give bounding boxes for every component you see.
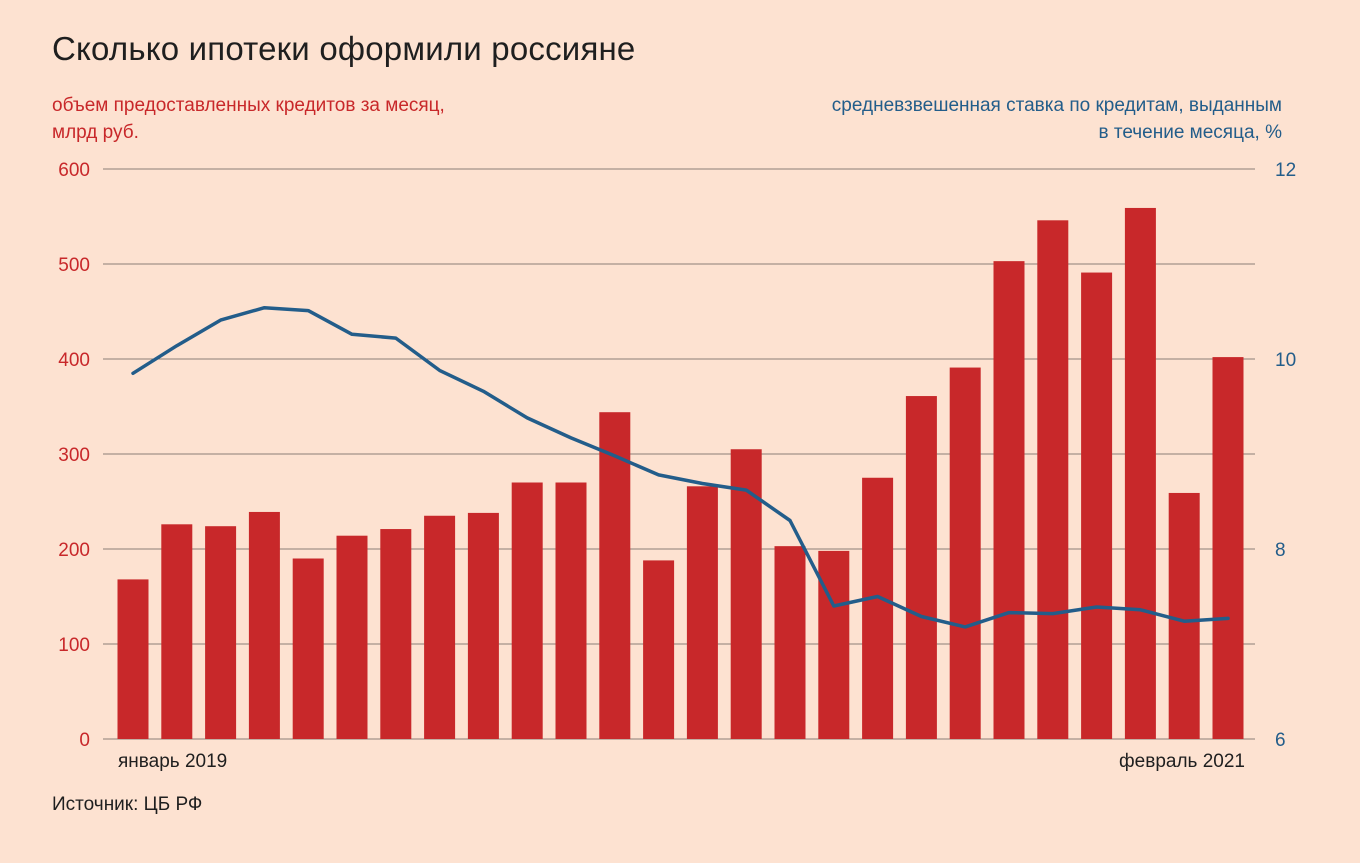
- bar: [292, 558, 324, 739]
- bar: [774, 546, 806, 739]
- bar: [1212, 357, 1244, 739]
- bar: [336, 535, 368, 739]
- bar: [1037, 220, 1069, 740]
- bar: [1124, 207, 1156, 739]
- x-end-label: февраль 2021: [1119, 751, 1245, 772]
- left-tick-label: 200: [58, 540, 90, 561]
- axis-ticks: 0 100 200 300 400 500 600 6 8 10 12: [58, 160, 1296, 751]
- x-start-label: январь 2019: [118, 751, 227, 772]
- bar: [161, 524, 193, 739]
- right-tick-label: 12: [1275, 160, 1296, 181]
- bar: [905, 396, 937, 739]
- bar: [1081, 272, 1113, 739]
- bar: [205, 526, 237, 739]
- source-note: Источник: ЦБ РФ: [52, 794, 203, 815]
- right-axis-label: средневзвешенная ставка по кредитам, выд…: [831, 95, 1282, 143]
- bar: [993, 261, 1025, 739]
- bar-series: [117, 207, 1244, 740]
- right-tick-label: 6: [1275, 730, 1286, 751]
- left-axis-label: объем предоставленных кредитов за месяц,…: [52, 95, 445, 143]
- bar: [1168, 492, 1200, 739]
- bar: [599, 412, 631, 739]
- right-tick-label: 10: [1275, 350, 1296, 371]
- bar: [248, 511, 280, 739]
- left-tick-label: 0: [79, 730, 90, 751]
- bar: [467, 512, 499, 739]
- left-tick-label: 100: [58, 635, 90, 656]
- bar: [949, 367, 981, 739]
- right-tick-label: 8: [1275, 540, 1286, 561]
- bar: [686, 486, 718, 739]
- rate-line: [131, 305, 1230, 629]
- left-tick-label: 500: [58, 255, 90, 276]
- left-tick-label: 300: [58, 445, 90, 466]
- bar: [117, 579, 149, 739]
- bar: [380, 529, 412, 739]
- left-tick-label: 400: [58, 350, 90, 371]
- bar: [511, 482, 543, 739]
- bar: [862, 477, 894, 739]
- left-tick-label: 600: [58, 160, 90, 181]
- bar: [818, 550, 850, 739]
- bar: [424, 515, 456, 739]
- bar: [730, 449, 762, 739]
- bar: [643, 560, 675, 739]
- rate-line-series: [131, 305, 1230, 629]
- chart-title: Сколько ипотеки оформили россияне: [52, 30, 636, 67]
- bar: [555, 482, 587, 739]
